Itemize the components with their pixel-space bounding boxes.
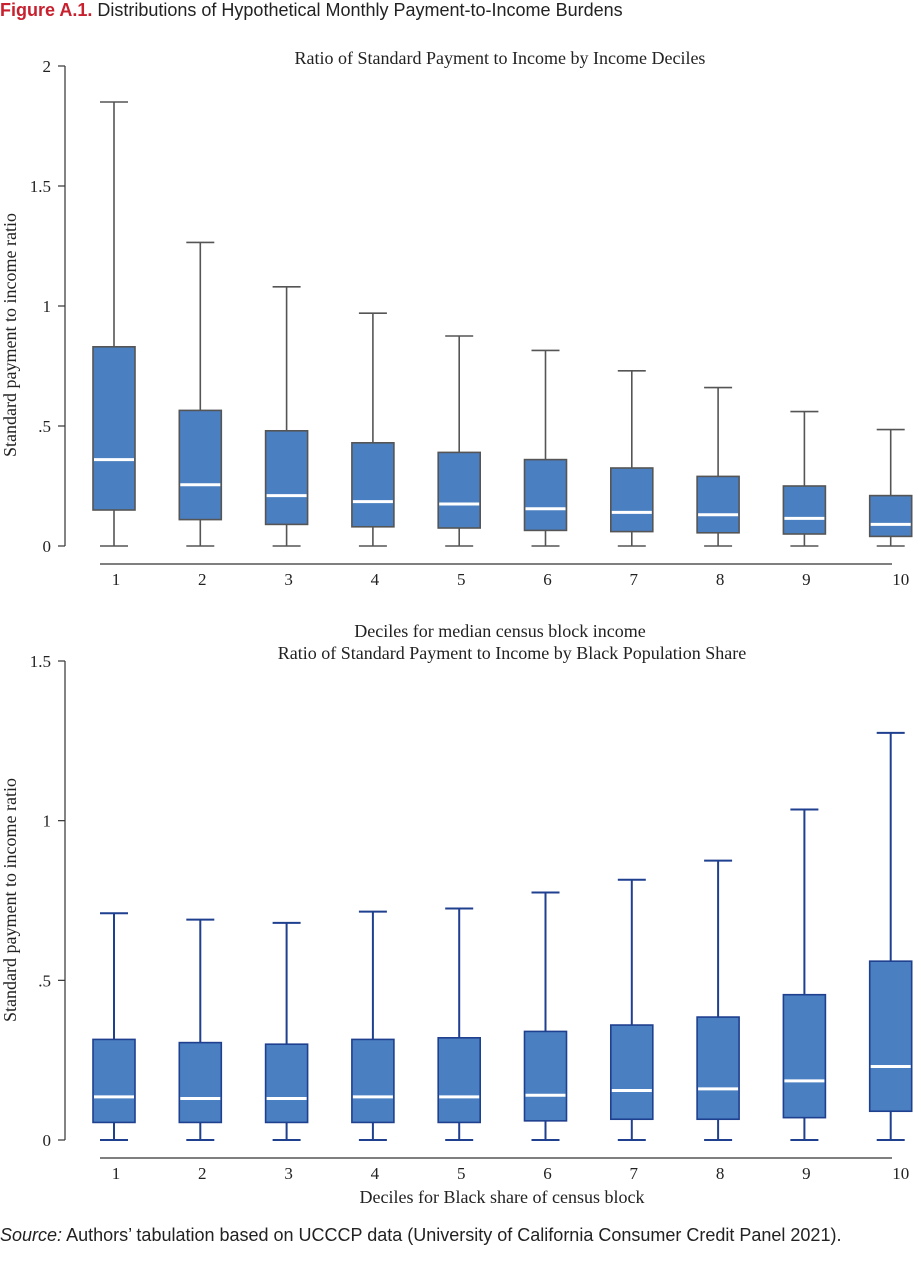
y-tick-label: 0 [43, 537, 52, 556]
x-tick-label: 2 [198, 1164, 207, 1183]
source-label: Source: [0, 1225, 63, 1245]
x-tick-label: 7 [630, 1164, 639, 1183]
box [178, 409, 223, 521]
y-tick-label: 1.5 [30, 177, 51, 196]
y-axis-label: Standard payment to income ratio [0, 778, 20, 1022]
figure-label: Figure A.1. [0, 0, 93, 20]
box [92, 1038, 136, 1124]
x-tick-label: 6 [543, 1164, 552, 1183]
x-tick-label: 1 [112, 1164, 121, 1183]
box [696, 475, 740, 534]
box [437, 1037, 482, 1124]
x-tick-label: 4 [371, 1164, 380, 1183]
box [609, 1024, 654, 1121]
box [782, 993, 827, 1119]
x-tick-label: 10 [892, 570, 909, 589]
x-tick-label: 10 [892, 1164, 909, 1183]
x-tick-label: 4 [371, 570, 380, 589]
box [351, 441, 395, 528]
box [523, 1030, 568, 1122]
box [782, 485, 827, 535]
x-tick-label: 1 [112, 570, 121, 589]
box [351, 1038, 395, 1124]
box [868, 494, 913, 538]
chart-black-share-deciles: 0 .5 1 1.5 1 2 3 4 5 6 7 8 9 10 Ratio of Standard Pay… [0, 645, 913, 1207]
chart-title: Ratio of Standard Payment to Income by I… [295, 48, 706, 68]
figure-title-text: Distributions of Hypothetical Monthly Pa… [97, 0, 623, 20]
y-tick-label: 2 [43, 57, 52, 76]
x-tick-label: 8 [716, 1164, 725, 1183]
y-tick-label: 1 [43, 812, 52, 831]
x-tick-label: 9 [802, 570, 811, 589]
x-tick-label: 3 [284, 1164, 293, 1183]
plot-area: 0 .5 1 1.5 1 2 3 4 5 6 7 8 9 10 [30, 652, 913, 1183]
box [92, 345, 136, 511]
y-tick-label: .5 [38, 417, 51, 436]
plot-area: 0 .5 1 1.5 2 1 2 3 4 5 6 7 8 9 10 [30, 57, 913, 589]
x-tick-label: 7 [630, 570, 639, 589]
box [264, 429, 309, 526]
y-axis-label: Standard payment to income ratio [0, 213, 20, 457]
source-text: Authors’ tabulation based on UCCCP data … [66, 1225, 842, 1245]
y-tick-label: 1.5 [30, 652, 51, 671]
x-tick-label: 3 [284, 570, 293, 589]
box [696, 1016, 740, 1121]
x-tick-label: 5 [457, 1164, 466, 1183]
box [523, 458, 568, 532]
chart-title: Ratio of Standard Payment to Income by B… [278, 645, 746, 663]
x-tick-label: 5 [457, 570, 466, 589]
x-tick-label: 2 [198, 570, 207, 589]
box [437, 451, 482, 529]
x-axis-label: Deciles for median census block income [354, 621, 645, 641]
x-tick-label: 8 [716, 570, 725, 589]
y-tick-label: .5 [38, 971, 51, 990]
box [264, 1043, 309, 1124]
y-tick-label: 0 [43, 1131, 52, 1150]
source-note: Source: Authors’ tabulation based on UCC… [0, 1222, 916, 1249]
chart-income-deciles: 0 .5 1 1.5 2 1 2 3 4 5 6 7 8 9 10 Ratio of Standard Pa… [0, 48, 913, 641]
x-axis-label: Deciles for Black share of census block [360, 1187, 645, 1207]
x-tick-label: 6 [543, 570, 552, 589]
figure-title: Figure A.1. Distributions of Hypothetica… [0, 0, 916, 24]
box [609, 467, 654, 533]
box [868, 960, 913, 1113]
box [178, 1041, 223, 1124]
x-tick-label: 9 [802, 1164, 811, 1183]
y-tick-label: 1 [43, 297, 52, 316]
